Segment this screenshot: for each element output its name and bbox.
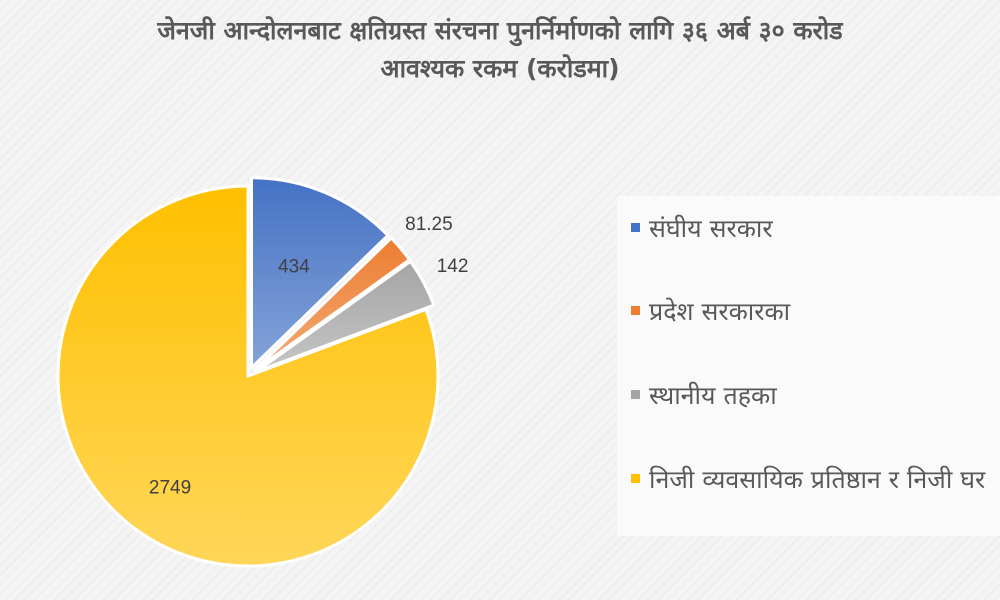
data-label-provincial: 81.25 <box>405 214 453 235</box>
legend-swatch-federal <box>631 223 640 232</box>
data-label-local: 142 <box>437 256 469 277</box>
legend-label-federal: संघीय सरकार <box>649 214 773 243</box>
chart-title-line-1: जेनजी आन्दोलनबाट क्षतिग्रस्त संरचना पुनर… <box>157 16 843 45</box>
data-label-federal: 434 <box>278 257 310 278</box>
pie-slice-federal <box>250 176 390 370</box>
pie-slice-provincial <box>253 236 412 372</box>
pie-slice-local <box>254 259 436 374</box>
chart-title-line-2: आवश्यक रकम (करोडमा) <box>380 54 620 83</box>
pie-slice-private <box>56 184 440 568</box>
legend-label-provincial: प्रदेश सरकारका <box>649 297 791 326</box>
legend: संघीय सरकार प्रदेश सरकारका स्थानीय तहका … <box>617 196 1000 536</box>
legend-swatch-private <box>631 474 640 483</box>
legend-item-local: स्थानीय तहका <box>617 376 992 416</box>
legend-item-private: निजी व्यवसायिक प्रतिष्ठान र निजी घर <box>617 460 992 500</box>
chart-title: जेनजी आन्दोलनबाट क्षतिग्रस्त संरचना पुनर… <box>0 12 1000 88</box>
legend-label-local: स्थानीय तहका <box>649 381 777 410</box>
data-label-private: 2749 <box>149 477 191 498</box>
legend-swatch-provincial <box>631 306 640 315</box>
legend-label-private: निजी व्यवसायिक प्रतिष्ठान र निजी घर <box>649 465 986 494</box>
legend-item-federal: संघीय सरकार <box>617 209 992 249</box>
legend-item-provincial: प्रदेश सरकारका <box>617 292 992 332</box>
legend-swatch-local <box>631 390 640 399</box>
